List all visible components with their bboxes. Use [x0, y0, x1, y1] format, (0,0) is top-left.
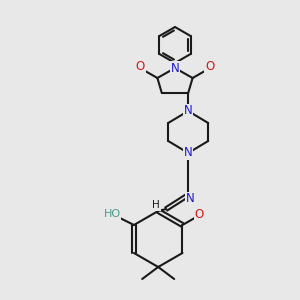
- Text: O: O: [205, 61, 214, 74]
- Text: HO: HO: [103, 209, 121, 219]
- Text: N: N: [184, 104, 193, 118]
- Text: H: H: [152, 200, 160, 210]
- Text: N: N: [184, 146, 193, 160]
- Text: N: N: [171, 61, 179, 74]
- Text: O: O: [136, 61, 145, 74]
- Text: N: N: [186, 193, 195, 206]
- Text: O: O: [195, 208, 204, 220]
